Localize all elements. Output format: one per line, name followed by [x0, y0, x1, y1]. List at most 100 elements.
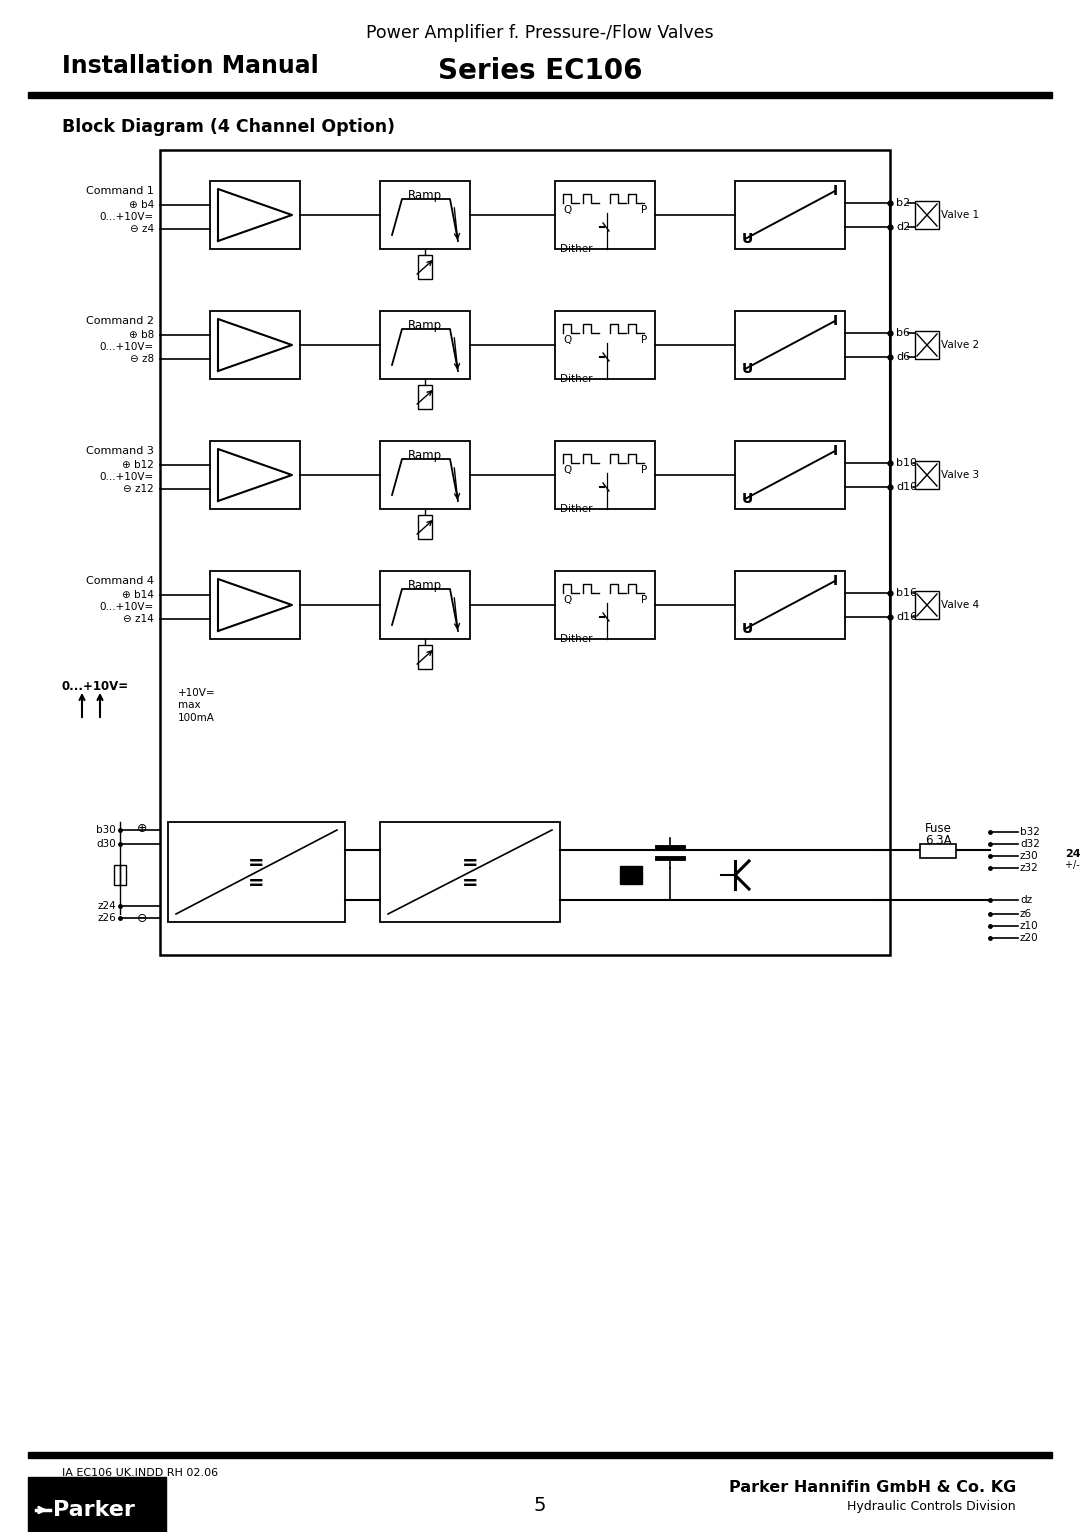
- Text: Parker Hannifin GmbH & Co. KG: Parker Hannifin GmbH & Co. KG: [729, 1480, 1016, 1495]
- Bar: [380, 181, 470, 250]
- Bar: [555, 311, 654, 378]
- Bar: [210, 441, 300, 509]
- Text: +/-10% / 5.2A: +/-10% / 5.2A: [1065, 859, 1080, 870]
- Text: Ramp: Ramp: [408, 319, 442, 332]
- Text: ⊕ b8: ⊕ b8: [129, 329, 154, 340]
- Text: Power Amplifier f. Pressure-/Flow Valves: Power Amplifier f. Pressure-/Flow Valves: [366, 25, 714, 41]
- Bar: [915, 201, 939, 228]
- Bar: [555, 441, 654, 509]
- Bar: [418, 385, 432, 409]
- Text: Valve 3: Valve 3: [941, 470, 980, 480]
- Bar: [418, 645, 432, 669]
- Bar: [210, 181, 300, 250]
- Text: ⊕ b4: ⊕ b4: [129, 201, 154, 210]
- Text: ⊕ b14: ⊕ b14: [122, 590, 154, 601]
- Text: Dither: Dither: [561, 244, 593, 254]
- Text: Ramp: Ramp: [408, 449, 442, 463]
- Text: 0...+10V=: 0...+10V=: [99, 211, 154, 222]
- Text: P: P: [640, 205, 647, 214]
- Text: z24: z24: [97, 901, 116, 912]
- Text: ⊖ z12: ⊖ z12: [123, 484, 154, 493]
- Bar: [555, 181, 654, 250]
- Text: z10: z10: [1020, 921, 1039, 931]
- Text: IA EC106 UK.INDD RH 02.06: IA EC106 UK.INDD RH 02.06: [62, 1468, 218, 1478]
- Text: ⊕: ⊕: [137, 821, 147, 835]
- Text: Command 3: Command 3: [86, 446, 154, 457]
- Text: 5: 5: [534, 1497, 546, 1515]
- Text: b10: b10: [896, 458, 917, 467]
- Text: d32: d32: [1020, 840, 1040, 849]
- Bar: [735, 311, 845, 378]
- Text: z20: z20: [1020, 933, 1039, 944]
- Bar: [735, 571, 845, 639]
- Text: U: U: [742, 362, 753, 375]
- Bar: [920, 844, 956, 858]
- Text: Block Diagram (4 Channel Option): Block Diagram (4 Channel Option): [62, 118, 395, 136]
- Text: 0...+10V=: 0...+10V=: [62, 680, 130, 692]
- Bar: [418, 515, 432, 539]
- Text: I: I: [833, 314, 838, 328]
- Text: Hydraulic Controls Division: Hydraulic Controls Division: [848, 1500, 1016, 1514]
- Text: z6: z6: [1020, 908, 1032, 919]
- Text: b16: b16: [896, 588, 917, 597]
- Text: Dither: Dither: [561, 634, 593, 643]
- Text: z26: z26: [97, 913, 116, 922]
- Text: d6: d6: [896, 352, 910, 362]
- Bar: [168, 823, 345, 922]
- Text: ⊖ z8: ⊖ z8: [130, 354, 154, 365]
- Text: b2: b2: [896, 198, 910, 208]
- Bar: [915, 331, 939, 358]
- Text: d16: d16: [896, 611, 917, 622]
- Text: b32: b32: [1020, 827, 1040, 836]
- Text: Command 2: Command 2: [86, 316, 154, 326]
- Text: b6: b6: [896, 328, 910, 339]
- Text: U: U: [742, 622, 753, 636]
- Text: =: =: [248, 853, 265, 873]
- Bar: [735, 441, 845, 509]
- Text: Valve 2: Valve 2: [941, 340, 980, 349]
- Text: d10: d10: [896, 483, 917, 492]
- Bar: [114, 866, 126, 885]
- Text: Q: Q: [563, 336, 571, 345]
- Text: Ramp: Ramp: [408, 188, 442, 202]
- Text: dz: dz: [1020, 895, 1032, 905]
- Text: 0...+10V=: 0...+10V=: [99, 602, 154, 611]
- Text: I: I: [833, 444, 838, 458]
- Bar: [380, 823, 561, 922]
- Bar: [418, 254, 432, 279]
- Bar: [735, 181, 845, 250]
- Text: =: =: [248, 873, 265, 893]
- Text: =: =: [462, 853, 478, 873]
- Text: z30: z30: [1020, 850, 1039, 861]
- Text: P: P: [640, 594, 647, 605]
- Text: 0...+10V=: 0...+10V=: [99, 342, 154, 352]
- Bar: [28, 1452, 1052, 1458]
- Bar: [915, 461, 939, 489]
- Text: Parker: Parker: [53, 1500, 135, 1520]
- Text: ⊖: ⊖: [137, 912, 147, 924]
- Text: z32: z32: [1020, 863, 1039, 873]
- Text: Series EC106: Series EC106: [437, 57, 643, 84]
- Text: b30: b30: [96, 826, 116, 835]
- Text: Command 4: Command 4: [86, 576, 154, 587]
- Text: ⊕ b12: ⊕ b12: [122, 460, 154, 470]
- Text: Dither: Dither: [561, 504, 593, 515]
- Bar: [380, 311, 470, 378]
- Text: 6.3A: 6.3A: [924, 833, 951, 847]
- Text: P: P: [640, 336, 647, 345]
- Text: =: =: [462, 873, 478, 893]
- Text: I: I: [833, 574, 838, 588]
- Text: P: P: [640, 466, 647, 475]
- Text: Valve 4: Valve 4: [941, 601, 980, 610]
- Text: Command 1: Command 1: [86, 185, 154, 196]
- Text: 0...+10V=: 0...+10V=: [99, 472, 154, 483]
- Bar: [380, 571, 470, 639]
- Bar: [28, 92, 1052, 98]
- Text: Installation Manual: Installation Manual: [62, 54, 319, 78]
- Text: 24VDC: 24VDC: [1065, 849, 1080, 859]
- Text: U: U: [742, 492, 753, 506]
- Bar: [160, 150, 890, 954]
- Bar: [210, 311, 300, 378]
- Text: ⊖ z14: ⊖ z14: [123, 614, 154, 624]
- Bar: [620, 866, 642, 884]
